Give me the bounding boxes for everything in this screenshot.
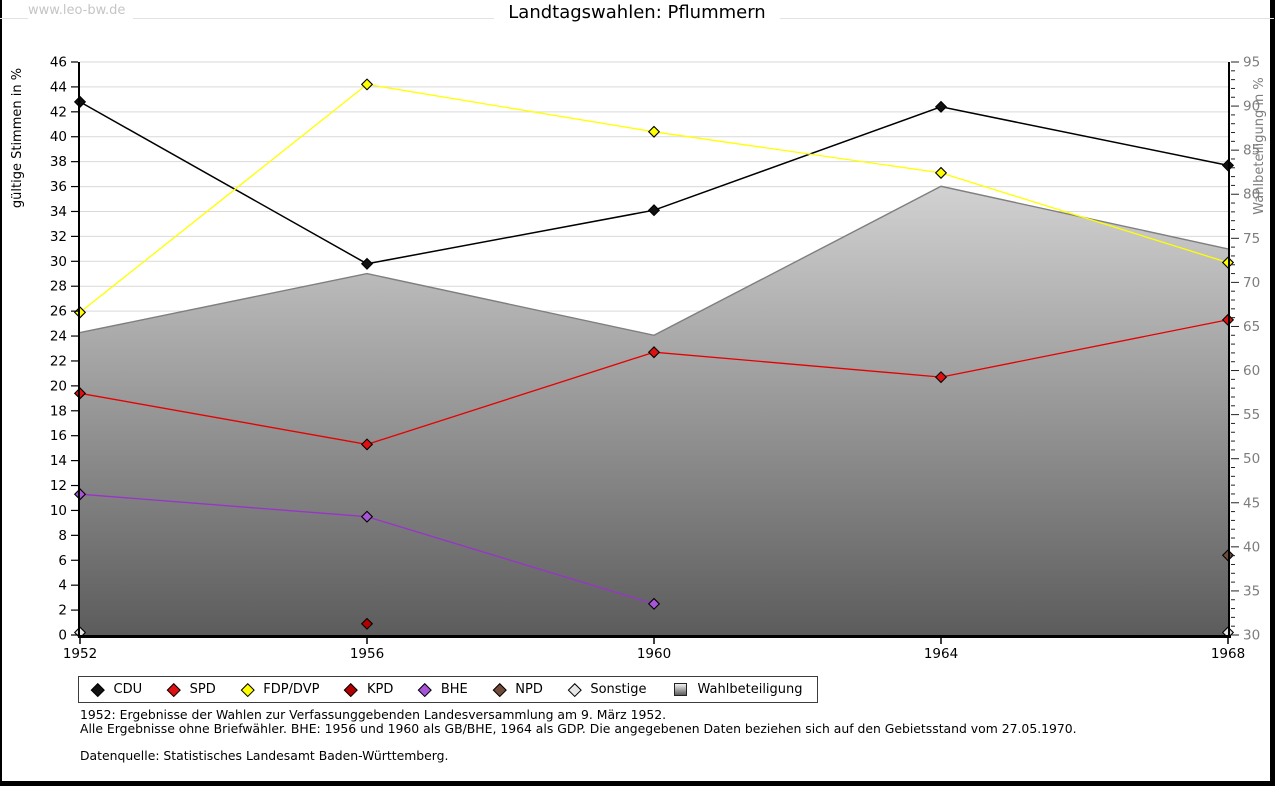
- legend-item-kpd: KPD: [344, 682, 394, 697]
- legend-item-cdu: CDU: [91, 682, 143, 697]
- legend-swatch-diamond: [492, 682, 507, 697]
- left-tick-label: 10: [50, 503, 67, 519]
- point-spd-1964: [934, 371, 948, 384]
- legend-swatch-diamond: [167, 682, 181, 697]
- left-tick-label: 32: [50, 229, 67, 245]
- left-tick-label: 28: [50, 279, 67, 295]
- footnote-line-1: 1952: Ergebnisse der Wahlen zur Verfassu…: [80, 707, 667, 722]
- legend-item-sonstige: Sonstige: [567, 682, 647, 697]
- x-tick-label-1968: 1968: [1211, 646, 1245, 662]
- watermark: www.leo-bw.de: [28, 3, 134, 20]
- legend-swatch-diamond: [418, 682, 432, 697]
- point-fdp-dvp-1956: [360, 78, 374, 91]
- left-tick-label: 46: [50, 55, 67, 71]
- right-tick-label: 80: [1243, 187, 1260, 203]
- left-tick-label: 8: [58, 528, 67, 544]
- left-tick-label: 12: [50, 478, 67, 494]
- left-tick-label: 2: [58, 603, 67, 619]
- right-tick-label: 40: [1243, 539, 1260, 555]
- left-tick-label: 22: [50, 353, 67, 369]
- legend-swatch-square: [673, 683, 687, 696]
- right-tick-label: 90: [1243, 99, 1260, 115]
- footnotes: 1952: Ergebnisse der Wahlen zur Verfassu…: [80, 708, 1077, 735]
- point-spd-1960: [647, 346, 661, 359]
- source-note: Datenquelle: Statistisches Landesamt Bad…: [80, 748, 449, 763]
- legend-item-npd: NPD: [492, 682, 543, 697]
- legend-item-wahlbeteiligung: Wahlbeteiligung: [673, 682, 803, 697]
- right-tick-label: 55: [1243, 407, 1260, 423]
- left-tick-label: 20: [50, 378, 67, 394]
- right-tick-label: 65: [1243, 319, 1260, 335]
- right-tick-label: 30: [1243, 628, 1260, 644]
- right-tick-label: 95: [1243, 55, 1260, 71]
- area-layer: [79, 185, 1229, 636]
- left-tick-label: 36: [50, 179, 67, 195]
- left-tick-label: 30: [50, 254, 67, 270]
- left-tick-label: 16: [50, 428, 67, 444]
- page-title: Landtagswahlen: Pflummern: [494, 2, 780, 23]
- left-tick-label: 14: [50, 453, 67, 469]
- x-tick-label-1964: 1964: [924, 646, 958, 662]
- series-area-edge-wahlbeteiligung: [79, 185, 1229, 337]
- point-cdu-1964: [934, 100, 948, 113]
- legend-label: CDU: [113, 682, 143, 697]
- legend-item-bhe: BHE: [418, 682, 468, 697]
- left-tick-label: 42: [50, 104, 67, 120]
- legend-label: Sonstige: [590, 682, 647, 697]
- legend-label: Wahlbeteiligung: [697, 682, 803, 697]
- left-tick-label: 34: [50, 204, 67, 220]
- left-tick-label: 38: [50, 154, 67, 170]
- legend-swatch-diamond: [344, 682, 358, 697]
- right-tick-label: 85: [1243, 143, 1260, 159]
- legend-label: NPD: [515, 682, 543, 697]
- right-axis-title: Wahlbeteiligung in %: [1252, 77, 1267, 214]
- point-cdu-1960: [647, 204, 661, 217]
- left-tick-label: 26: [50, 304, 67, 320]
- right-tick-label: 60: [1243, 363, 1260, 379]
- right-tick-label: 70: [1243, 275, 1260, 291]
- legend-swatch-diamond: [240, 682, 255, 697]
- right-tick-label: 75: [1243, 231, 1260, 247]
- left-tick-label: 44: [50, 79, 67, 95]
- point-fdp-dvp-1960: [647, 125, 661, 138]
- legend-label: BHE: [440, 682, 468, 697]
- left-tick-label: 6: [58, 553, 67, 569]
- series-area-wahlbeteiligung: [80, 186, 1228, 636]
- right-tick-label: 45: [1243, 495, 1260, 511]
- left-tick-label: 40: [50, 129, 67, 145]
- legend-swatch-diamond: [91, 682, 105, 697]
- x-tick-label-1952: 1952: [63, 646, 97, 662]
- left-axis-title: gültige Stimmen in %: [10, 68, 25, 208]
- point-spd-1956: [360, 438, 374, 451]
- left-tick-label: 24: [50, 329, 67, 345]
- legend-label: SPD: [189, 682, 216, 697]
- axes-layer: 0246810121416182022242628303234363840424…: [50, 55, 1260, 663]
- legend-swatch-diamond: [567, 682, 582, 697]
- left-tick-label: 4: [58, 578, 67, 594]
- point-kpd-1956: [360, 617, 374, 630]
- point-cdu-1956: [360, 257, 374, 270]
- x-tick-label-1956: 1956: [350, 646, 384, 662]
- point-bhe-1960: [647, 597, 661, 610]
- title-row: Landtagswahlen: Pflummern: [0, 2, 1274, 23]
- legend-item-fdp-dvp: FDP/DVP: [240, 682, 320, 697]
- right-tick-label: 35: [1243, 583, 1260, 599]
- left-tick-label: 18: [50, 403, 67, 419]
- legend-item-spd: SPD: [167, 682, 216, 697]
- legend-label: FDP/DVP: [263, 682, 320, 697]
- right-tick-label: 50: [1243, 451, 1260, 467]
- legend-label: KPD: [366, 682, 394, 697]
- point-fdp-dvp-1964: [934, 166, 948, 179]
- left-tick-label: 0: [58, 628, 67, 644]
- footnote-line-2: Alle Ergebnisse ohne Briefwähler. BHE: 1…: [80, 720, 1077, 736]
- point-bhe-1956: [360, 510, 374, 523]
- x-tick-label-1960: 1960: [637, 646, 671, 662]
- legend: CDU SPD FDP/DVP KPD BHE NPD Sonstige Wahlbeteil…: [78, 676, 818, 703]
